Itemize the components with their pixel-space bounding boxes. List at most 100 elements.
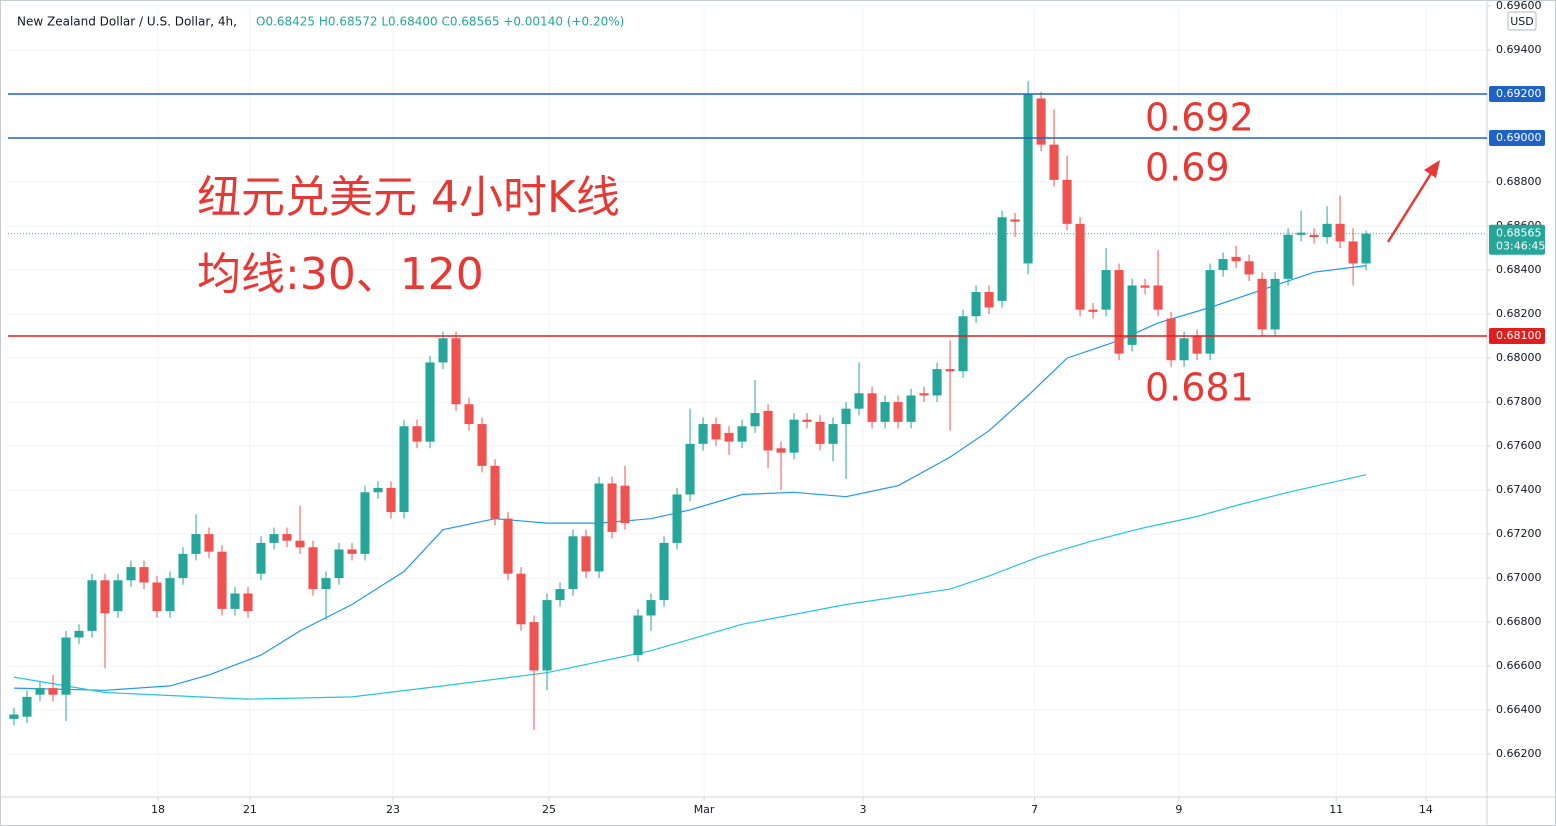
candle-body bbox=[100, 580, 110, 614]
candle-body bbox=[334, 549, 344, 579]
level-label: 0.69000 bbox=[1496, 131, 1542, 144]
candle-body bbox=[1309, 234, 1319, 238]
candle-body bbox=[1049, 144, 1059, 180]
annotation: 均线:30、120 bbox=[197, 249, 484, 300]
candle-body bbox=[763, 410, 773, 451]
candle-body bbox=[217, 551, 227, 609]
candle-body bbox=[594, 483, 604, 572]
candle-body bbox=[269, 534, 279, 543]
candle-body bbox=[997, 217, 1007, 301]
candle-body bbox=[893, 402, 903, 422]
y-tick-label: 0.67600 bbox=[1496, 439, 1542, 452]
candle-body bbox=[373, 487, 383, 493]
y-tick-label: 0.66200 bbox=[1496, 747, 1542, 760]
candle-body bbox=[815, 421, 825, 444]
candle-body bbox=[61, 637, 71, 695]
candle-body bbox=[295, 540, 305, 548]
x-tick-label: 9 bbox=[1175, 803, 1182, 816]
candle-body bbox=[1153, 285, 1163, 310]
candle-body bbox=[438, 338, 448, 363]
y-tick-label: 0.68200 bbox=[1496, 307, 1542, 320]
annotation: 0.681 bbox=[1145, 366, 1254, 410]
candle-body bbox=[1127, 285, 1137, 345]
annotation: 0.69 bbox=[1145, 146, 1230, 190]
candle-body bbox=[282, 534, 292, 541]
y-tick-label: 0.67000 bbox=[1496, 571, 1542, 584]
moving-average bbox=[13, 265, 1367, 691]
y-tick-label: 0.67200 bbox=[1496, 527, 1542, 540]
candle-body bbox=[854, 393, 864, 409]
candle-body bbox=[1231, 256, 1241, 262]
candle-body bbox=[776, 448, 786, 453]
currency-box bbox=[1507, 11, 1537, 31]
candle-body bbox=[685, 443, 695, 495]
candle-body bbox=[1179, 338, 1189, 361]
candle-body bbox=[789, 419, 799, 453]
candle-body bbox=[1283, 234, 1293, 279]
candle-body bbox=[204, 534, 214, 552]
candle-body bbox=[1270, 278, 1280, 330]
candle-body bbox=[178, 553, 188, 579]
candle-body bbox=[581, 536, 591, 572]
candle-body bbox=[802, 419, 812, 422]
candle-body bbox=[1205, 270, 1215, 354]
candle-body bbox=[919, 393, 929, 396]
candle-body bbox=[1010, 219, 1020, 222]
candle-body bbox=[464, 404, 474, 425]
x-tick-label: 21 bbox=[243, 803, 257, 816]
y-tick-label: 0.67800 bbox=[1496, 395, 1542, 408]
candle-body bbox=[724, 432, 734, 442]
arrow-shaft bbox=[1386, 171, 1434, 243]
candle-body bbox=[841, 408, 851, 425]
level-label: 0.68100 bbox=[1496, 329, 1542, 342]
candle-body bbox=[139, 567, 149, 583]
y-tick-label: 0.66600 bbox=[1496, 659, 1542, 672]
plot bbox=[8, 80, 1487, 730]
last-price-box bbox=[1489, 224, 1545, 255]
candle-body bbox=[984, 292, 994, 308]
y-tick-label: 0.68400 bbox=[1496, 263, 1542, 276]
candle-body bbox=[880, 402, 890, 422]
ohlc: O0.68425 H0.68572 L0.68400 C0.68565 +0.0… bbox=[256, 15, 624, 29]
candle-body bbox=[191, 534, 201, 554]
x-tick-label: 25 bbox=[542, 803, 556, 816]
x-tick-label: 7 bbox=[1031, 803, 1038, 816]
candle-body bbox=[230, 593, 240, 609]
x-tick-label: 3 bbox=[859, 803, 866, 816]
candle-body bbox=[750, 413, 760, 427]
candle-body bbox=[1192, 336, 1202, 354]
candle-body bbox=[321, 578, 331, 590]
symbol: New Zealand Dollar / U.S. Dollar, 4h, bbox=[17, 15, 237, 29]
candle-body bbox=[87, 580, 97, 631]
candle-body bbox=[1218, 259, 1228, 271]
y-tick-label: 0.67400 bbox=[1496, 483, 1542, 496]
level-label-box bbox=[1489, 86, 1545, 103]
candle-body bbox=[243, 593, 253, 612]
candle-body bbox=[932, 369, 942, 396]
candle-body bbox=[360, 492, 370, 554]
candle-body bbox=[633, 615, 643, 656]
candle-body bbox=[958, 316, 968, 372]
candle-body bbox=[672, 494, 682, 543]
candle-body bbox=[646, 600, 656, 616]
x-tick-label: 23 bbox=[386, 803, 400, 816]
candle-body bbox=[1244, 261, 1254, 275]
candle-body bbox=[1348, 241, 1358, 264]
candle-body bbox=[1023, 94, 1033, 264]
candle-body bbox=[126, 567, 136, 581]
y-tick-label: 0.69400 bbox=[1496, 43, 1542, 56]
candle-body bbox=[412, 426, 422, 442]
candle-body bbox=[425, 362, 435, 442]
candle-body bbox=[9, 714, 19, 719]
candle-body bbox=[620, 485, 630, 524]
arrow-head bbox=[1424, 160, 1440, 178]
candle-body bbox=[516, 573, 526, 625]
candle-body bbox=[152, 582, 162, 612]
candle-body bbox=[503, 518, 513, 574]
candle-body bbox=[945, 369, 955, 372]
annotation: 0.692 bbox=[1145, 96, 1254, 140]
candle-body bbox=[1088, 309, 1098, 312]
countdown: 03:46:45 bbox=[1496, 240, 1545, 253]
last-price-label: 0.68565 bbox=[1496, 227, 1542, 240]
